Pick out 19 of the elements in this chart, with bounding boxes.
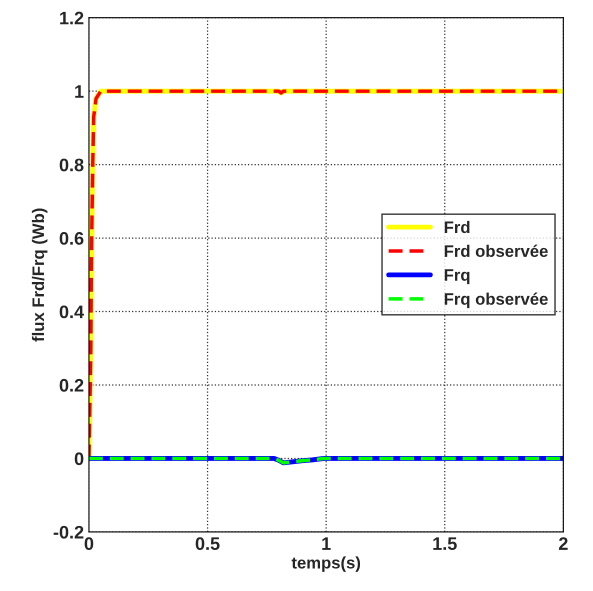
x-tick-label: 1.5: [433, 537, 457, 550]
y-axis-title: flux Frd/Frq (Wb): [32, 208, 48, 342]
y-tick-label: -0.2: [54, 526, 84, 539]
x-tick-label: 2: [558, 537, 568, 550]
x-tick-label: 0.5: [196, 537, 220, 550]
legend-label: Frq: [444, 269, 470, 284]
y-tick-label: 1: [75, 85, 84, 98]
y-tick-label: 0: [74, 452, 84, 466]
x-tick-label: 1: [322, 537, 331, 550]
legend-label: Frd observée: [444, 244, 548, 257]
x-axis-title: temps(s): [292, 556, 360, 572]
legend-label: Frq observée: [444, 292, 548, 308]
y-tick-label: 0.6: [60, 232, 84, 245]
y-tick-label: 0.2: [60, 378, 84, 392]
y-tick-label: 0.4: [60, 305, 84, 318]
x-tick-label: 0: [84, 537, 94, 550]
y-tick-label: 0.8: [60, 158, 84, 172]
legend-label: Frd: [444, 220, 470, 234]
y-tick-label: 1.2: [60, 12, 84, 24]
